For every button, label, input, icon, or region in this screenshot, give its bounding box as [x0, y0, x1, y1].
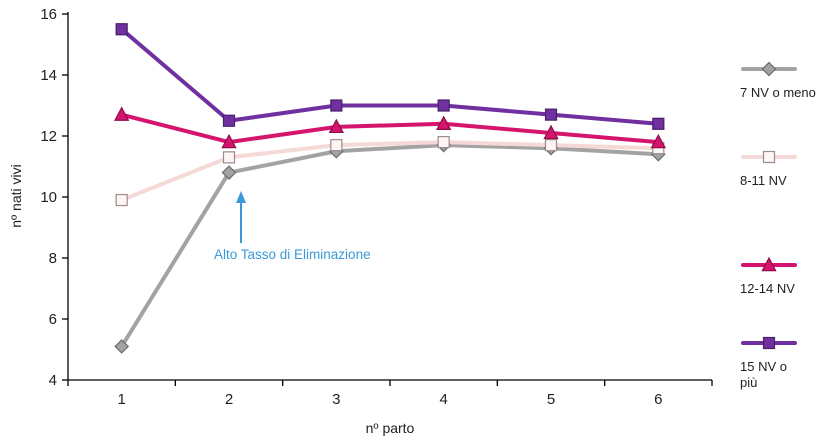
svg-text:4: 4 [49, 372, 57, 389]
svg-text:2: 2 [225, 391, 233, 408]
y-axis-title: nº nati vivi [8, 164, 24, 228]
legend-item-8-11-nv: 8-11 NV [740, 148, 800, 189]
legend-label: 15 NV o più [740, 359, 787, 391]
legend-label: 12-14 NV [740, 281, 795, 296]
svg-text:10: 10 [40, 189, 57, 206]
svg-text:14: 14 [40, 67, 57, 84]
svg-text:16: 16 [40, 6, 57, 23]
legend-item-15-nv-o-piu: 15 NV o più [740, 334, 800, 392]
legend-item-12-14-nv: 12-14 NV [740, 256, 800, 297]
svg-text:6: 6 [49, 311, 57, 328]
svg-text:12: 12 [40, 128, 57, 145]
svg-text:5: 5 [547, 391, 555, 408]
legend-marker-open-square-icon [741, 150, 797, 164]
annotation-text: Alto Tasso di Eliminazione [214, 247, 371, 262]
legend-marker-square-icon [741, 336, 797, 350]
legend-marker-triangle-icon [741, 256, 797, 272]
x-axis-title: nº parto [365, 420, 415, 436]
legend-label: 8-11 NV [740, 173, 787, 188]
svg-text:6: 6 [654, 391, 662, 408]
legend-marker-diamond-icon [741, 61, 797, 77]
svg-text:1: 1 [117, 391, 125, 408]
legend-item-7-nv-o-meno: 7 NV o meno [740, 60, 816, 101]
legend-label: 7 NV o meno [740, 85, 816, 100]
svg-text:4: 4 [439, 391, 447, 408]
svg-text:3: 3 [332, 391, 340, 408]
svg-text:8: 8 [49, 250, 57, 267]
